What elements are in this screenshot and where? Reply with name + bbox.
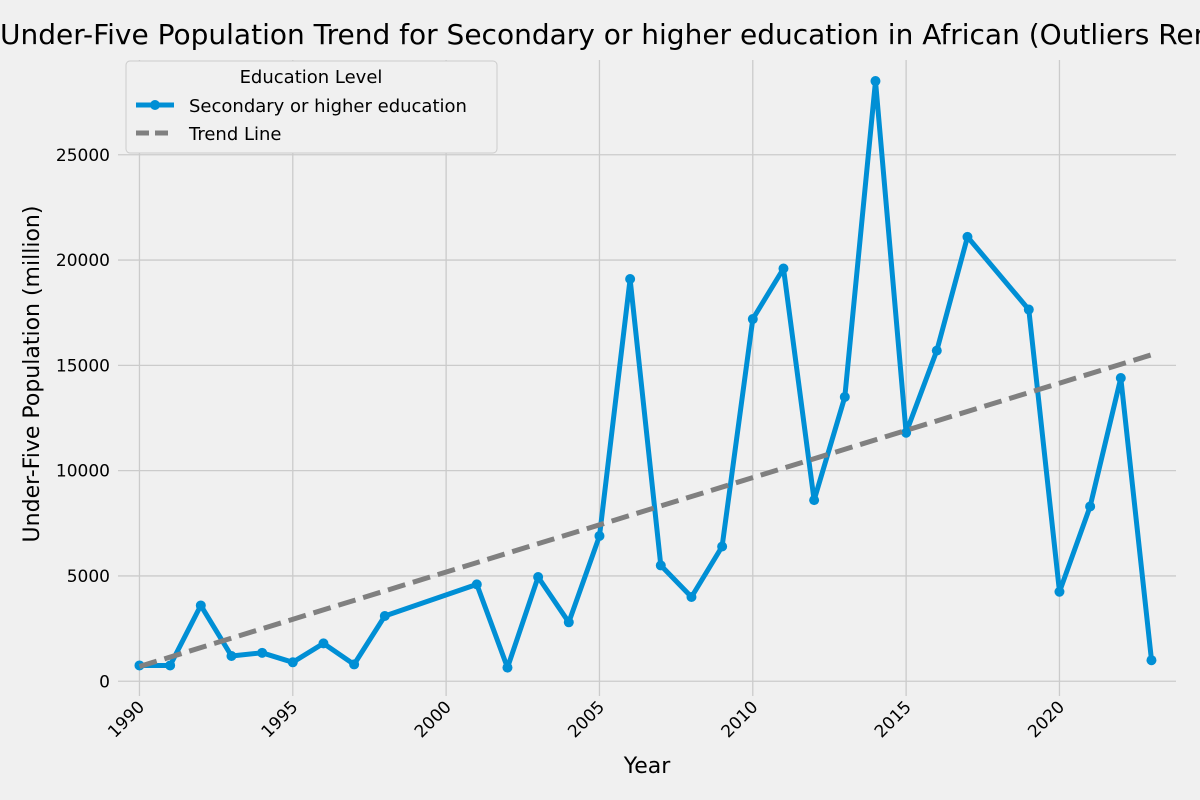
legend-title: Education Level — [240, 67, 383, 88]
data-point — [778, 263, 789, 274]
y-tick-label: 20000 — [56, 251, 110, 271]
y-tick-label: 25000 — [56, 146, 110, 166]
legend-box — [125, 60, 498, 154]
data-point — [839, 391, 850, 402]
data-point — [226, 650, 237, 661]
y-tick-label: 10000 — [56, 462, 110, 482]
x-tick-label: 2005 — [564, 697, 609, 742]
data-point — [686, 592, 697, 603]
x-tick-label: 2020 — [1024, 697, 1069, 742]
x-tick-label: 2010 — [718, 697, 763, 742]
y-axis-label: Under-Five Population (million) — [20, 206, 45, 543]
legend: Education Level Secondary or higher educ… — [125, 60, 498, 154]
data-point — [1146, 655, 1157, 666]
data-point — [318, 638, 329, 649]
y-tick-label: 5000 — [67, 567, 110, 587]
data-point — [717, 541, 728, 552]
x-tick-label: 2000 — [411, 697, 456, 742]
data-point — [870, 76, 881, 87]
y-axis-ticks: 0 5000 10000 15000 20000 25000 — [56, 146, 110, 692]
series-line-secondary — [139, 78, 1154, 671]
y-tick-label: 0 — [99, 672, 110, 692]
data-point — [502, 662, 513, 673]
data-point — [165, 660, 176, 671]
x-axis-ticks: 1990 1995 2000 2005 2010 2015 2020 — [104, 697, 1069, 742]
legend-label-secondary: Secondary or higher education — [189, 96, 467, 117]
data-point — [1085, 501, 1096, 512]
data-point — [1054, 586, 1065, 597]
plot-area — [134, 76, 1157, 673]
data-point — [379, 610, 390, 621]
data-point — [931, 345, 942, 356]
x-tick-label: 2015 — [871, 697, 916, 742]
x-axis-label: Year — [623, 754, 672, 779]
data-point — [594, 530, 605, 541]
data-point — [655, 560, 666, 571]
data-point — [747, 314, 758, 325]
data-point — [625, 274, 636, 285]
data-point — [809, 495, 820, 506]
trend-line — [138, 352, 1153, 669]
y-tick-label: 15000 — [56, 356, 110, 376]
data-point — [1115, 373, 1126, 383]
legend-marker-secondary — [150, 100, 160, 110]
grid — [118, 60, 1176, 696]
data-point — [257, 647, 268, 658]
x-tick-label: 1990 — [104, 697, 149, 742]
data-point — [901, 427, 912, 438]
data-point — [287, 657, 298, 668]
legend-label-trend: Trend Line — [188, 124, 282, 145]
data-point — [349, 659, 360, 670]
data-point — [533, 572, 544, 583]
data-point — [195, 600, 206, 611]
data-point — [563, 617, 574, 628]
data-point — [471, 579, 482, 590]
chart-title: Under-Five Population Trend for Secondar… — [0, 18, 1200, 51]
data-point — [962, 231, 973, 242]
x-tick-label: 1995 — [258, 697, 303, 742]
data-point — [1023, 304, 1034, 315]
